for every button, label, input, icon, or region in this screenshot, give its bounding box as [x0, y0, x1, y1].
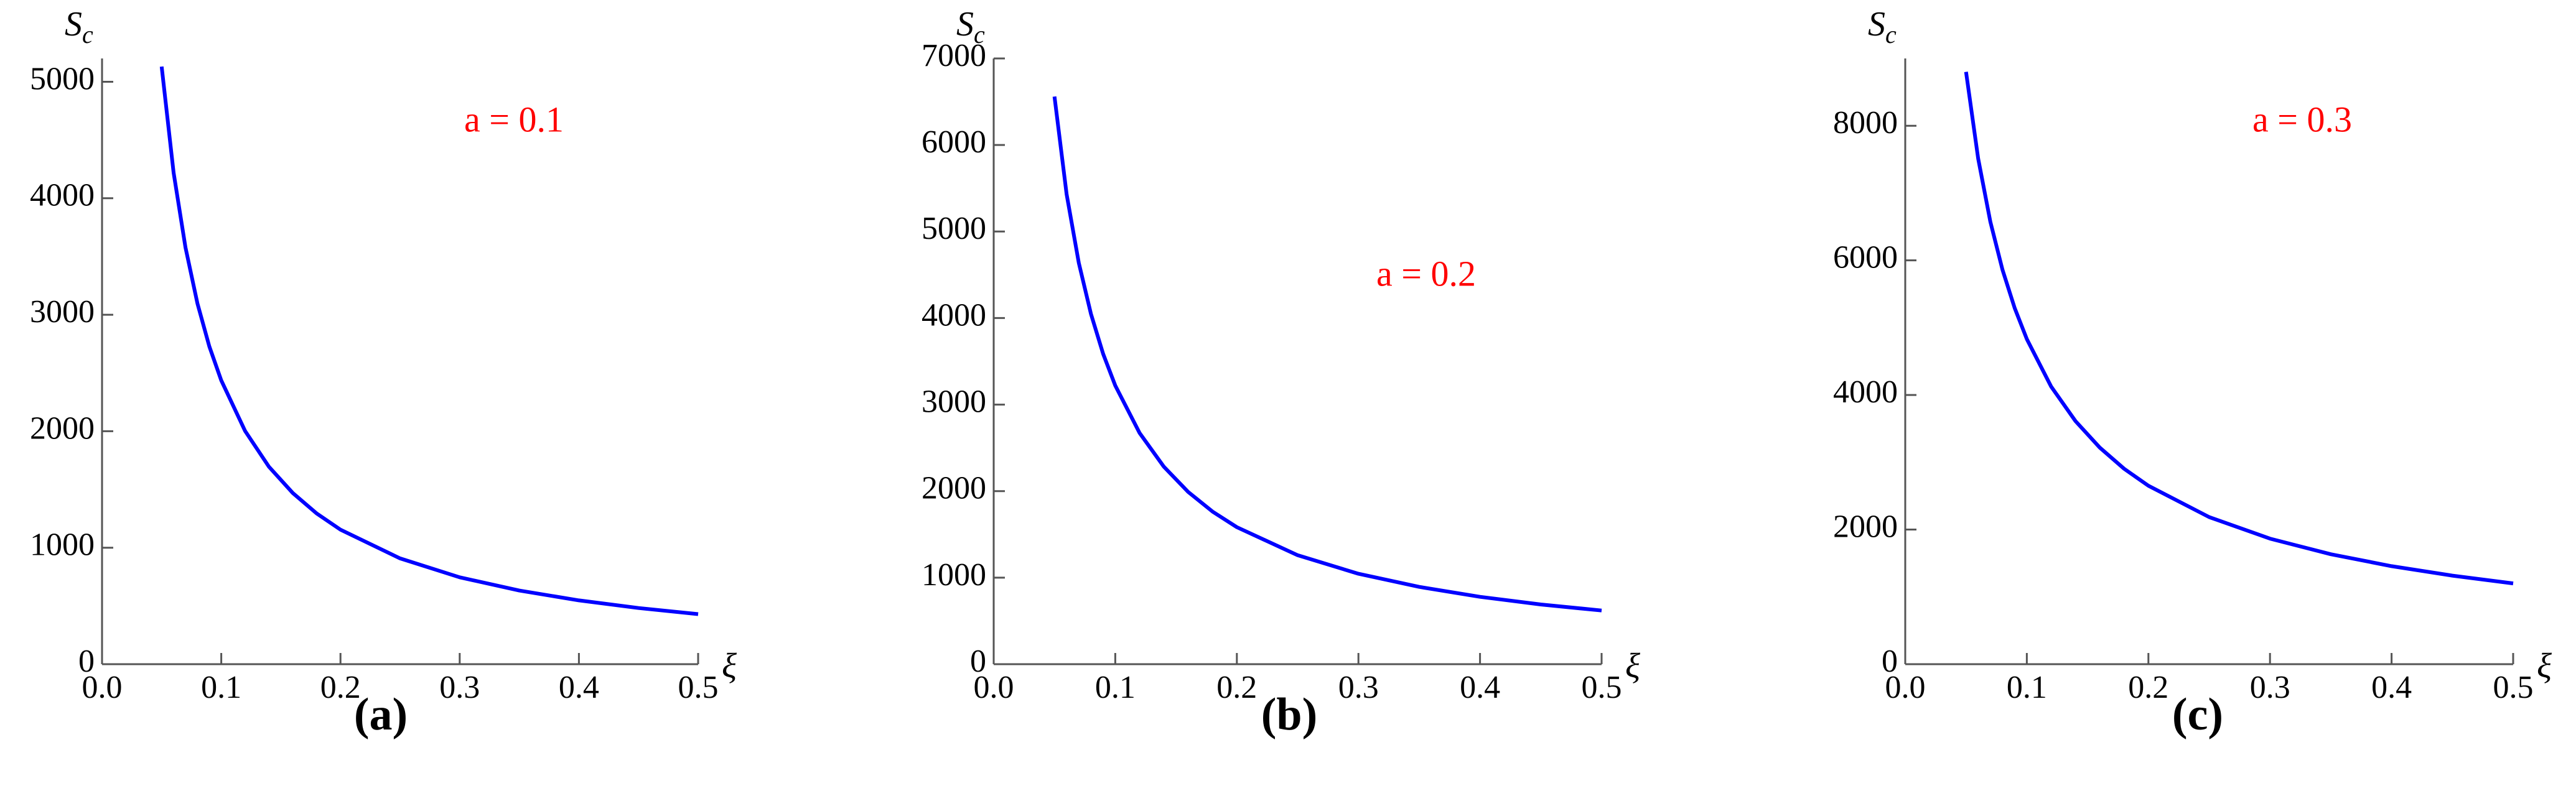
y-tick-label: 4000: [922, 297, 986, 333]
y-axis-label-sub: c: [82, 21, 93, 49]
x-tick-label: 0.0: [82, 670, 123, 705]
y-tick-label: 2000: [1833, 509, 1898, 544]
annotation: a = 0.2: [1376, 253, 1476, 294]
panel-label: (b): [1261, 689, 1317, 740]
y-tick-label: 0: [970, 644, 986, 679]
y-axis-label-base: S: [65, 5, 82, 44]
y-tick-label: 1000: [30, 527, 95, 563]
y-tick-label: 3000: [30, 294, 95, 330]
x-axis-label: ξ: [722, 647, 737, 685]
y-tick-label: 1000: [922, 557, 986, 593]
y-tick-label: 3000: [922, 384, 986, 420]
y-tick-label: 5000: [922, 211, 986, 246]
panel-label: (c): [2172, 689, 2223, 740]
x-tick-label: 0.2: [1216, 670, 1257, 705]
x-tick-label: 0.1: [201, 670, 241, 705]
x-tick-label: 0.3: [1338, 670, 1379, 705]
x-tick-label: 0.4: [1460, 670, 1500, 705]
y-axis-label-sub: c: [1885, 21, 1897, 49]
annotation: a = 0.1: [464, 99, 564, 139]
y-axis-label: Sc: [1868, 5, 1897, 49]
x-tick-label: 0.4: [2371, 670, 2412, 705]
y-tick-label: 2000: [30, 410, 95, 446]
x-tick-label: 0.2: [2128, 670, 2168, 705]
x-tick-label: 0.1: [2007, 670, 2047, 705]
y-tick-label: 6000: [1833, 240, 1898, 275]
y-axis-label: Sc: [956, 5, 985, 49]
panel-label: (a): [354, 689, 408, 740]
x-axis-label: ξ: [2537, 647, 2552, 685]
y-axis-label: Sc: [65, 5, 93, 49]
x-tick-label: 0.5: [2493, 670, 2534, 705]
y-tick-label: 4000: [1833, 374, 1898, 410]
x-tick-label: 0.3: [439, 670, 480, 705]
x-tick-label: 0.0: [974, 670, 1014, 705]
x-tick-label: 0.4: [559, 670, 599, 705]
y-axis-label-sub: c: [974, 21, 985, 49]
y-axis-label-base: S: [1868, 5, 1885, 44]
y-tick-label: 5000: [30, 61, 95, 96]
curve: [159, 66, 699, 616]
y-tick-label: 4000: [30, 178, 95, 213]
y-tick-label: 7000: [922, 38, 986, 73]
x-tick-label: 0.5: [1582, 670, 1622, 705]
y-tick-label: 0: [1882, 644, 1898, 679]
x-tick-label: 0.5: [678, 670, 719, 705]
curve: [1052, 96, 1602, 613]
y-tick-label: 0: [78, 644, 95, 679]
x-tick-label: 0.0: [1885, 670, 1926, 705]
curve: [1964, 72, 2514, 586]
y-axis-label-base: S: [956, 5, 974, 44]
y-tick-label: 6000: [922, 124, 986, 160]
x-tick-label: 0.2: [320, 670, 361, 705]
x-tick-label: 0.1: [1095, 670, 1136, 705]
y-tick-label: 8000: [1833, 105, 1898, 141]
x-tick-label: 0.3: [2250, 670, 2290, 705]
x-axis-label: ξ: [1625, 647, 1640, 685]
annotation: a = 0.3: [2252, 99, 2352, 139]
y-tick-label: 2000: [922, 471, 986, 506]
